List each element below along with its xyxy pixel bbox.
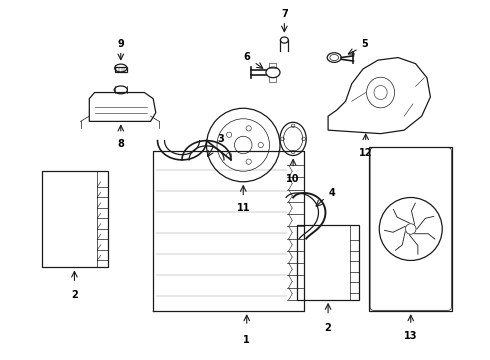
Bar — [297, 225, 359, 300]
Text: 9: 9 — [118, 39, 124, 49]
Text: 7: 7 — [281, 9, 288, 19]
Text: 13: 13 — [404, 331, 417, 341]
Text: 6: 6 — [244, 52, 250, 62]
Text: 2: 2 — [325, 323, 331, 333]
Bar — [42, 171, 108, 267]
Bar — [270, 63, 276, 68]
Text: 3: 3 — [217, 134, 224, 144]
Text: 4: 4 — [329, 188, 336, 198]
Bar — [115, 67, 127, 72]
Text: 8: 8 — [118, 139, 124, 149]
Text: 12: 12 — [359, 148, 372, 158]
Bar — [270, 77, 276, 82]
Text: 1: 1 — [244, 335, 250, 345]
Text: 10: 10 — [286, 174, 300, 184]
Text: 11: 11 — [237, 203, 250, 213]
Text: 5: 5 — [362, 40, 368, 49]
Text: 2: 2 — [71, 291, 78, 301]
